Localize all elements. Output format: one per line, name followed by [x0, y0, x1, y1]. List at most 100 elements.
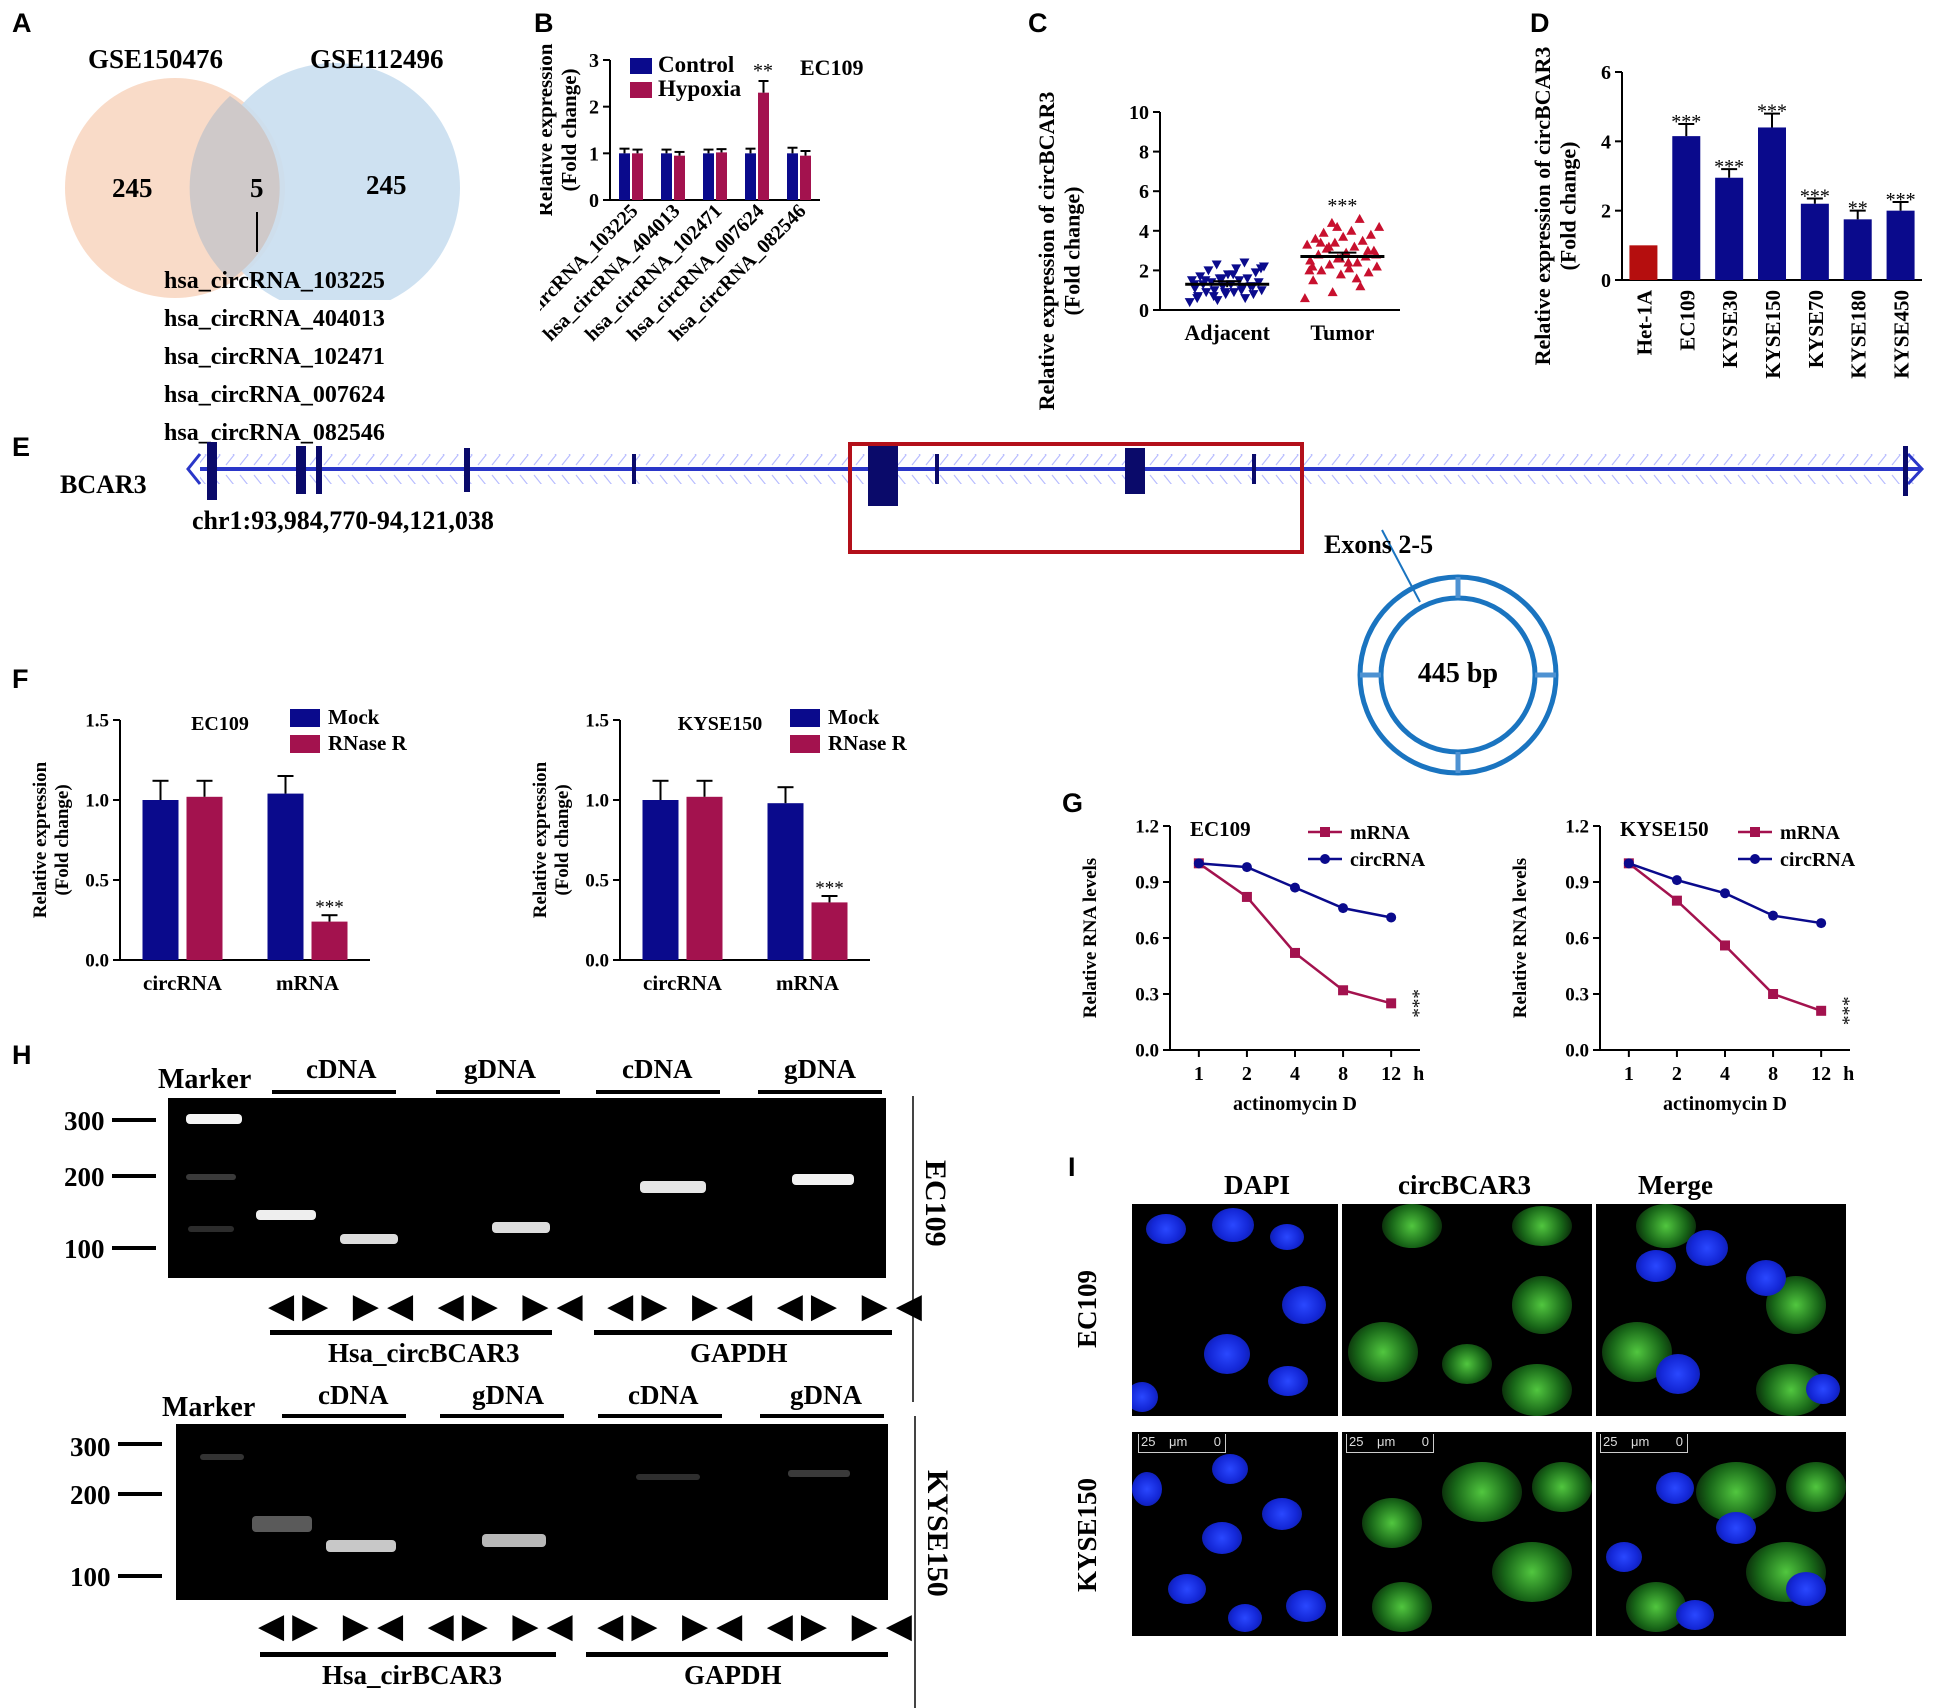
legend-label: RNase R [828, 731, 908, 755]
y-tick-label: 0.3 [1135, 985, 1159, 1006]
x-tick-label: 8 [1338, 1063, 1348, 1085]
series-line [1628, 862, 1822, 1012]
chart-title: EC109 [800, 55, 864, 80]
y-tick-label: 6 [1139, 181, 1149, 203]
data-point [1335, 269, 1346, 279]
chart-title: KYSE150 [1620, 817, 1709, 841]
chart-panel-d: Relative expression of circBCAR3(Fold ch… [1530, 47, 1922, 379]
scale-unit: μm [1169, 1434, 1188, 1449]
legend-marker [1750, 854, 1760, 864]
y-tick-label: 0.0 [1565, 1041, 1589, 1062]
data-point [1302, 239, 1313, 249]
ladder-label: 300 [70, 1432, 111, 1462]
legend-swatch [790, 709, 820, 727]
data-point [1290, 882, 1300, 893]
bar [267, 793, 304, 960]
significance-marker: *** [315, 897, 344, 918]
data-point [1346, 225, 1357, 235]
bar [661, 153, 672, 200]
data-point [1768, 910, 1779, 921]
data-point [1239, 258, 1250, 268]
significance-marker: *** [1714, 156, 1744, 178]
data-point [1371, 261, 1382, 271]
x-tick-label: mRNA [776, 971, 840, 995]
legend-swatch [290, 735, 320, 753]
x-tick-label: KYSE30 [1718, 290, 1742, 368]
scale-label: 0 [1421, 1434, 1429, 1449]
data-point [1228, 270, 1239, 280]
significance-marker: *** [1671, 111, 1701, 133]
x-tick-label: KYSE450 [1890, 290, 1914, 379]
bar [1886, 210, 1915, 280]
bar [619, 153, 630, 200]
y-tick-label: 2 [589, 97, 599, 119]
data-point [1768, 989, 1779, 999]
image-merge-ec109 [1596, 1204, 1846, 1416]
panel-label-h: H [12, 1040, 32, 1070]
circrna-item: hsa_circRNA_103225 [164, 268, 385, 294]
data-point [1343, 257, 1354, 267]
legend-label: RNase R [328, 731, 408, 755]
panel-label-i: I [1068, 1152, 1076, 1182]
panel-label-a: A [12, 8, 32, 38]
ladder-label: 100 [70, 1562, 111, 1592]
circrna-item: hsa_circRNA_082546 [164, 420, 385, 446]
data-point [1338, 985, 1349, 996]
scale-unit: μm [1377, 1434, 1396, 1449]
data-point [1365, 229, 1376, 239]
row-label: EC109 [1072, 1270, 1102, 1349]
x-tick-label: Tumor [1310, 320, 1374, 345]
bar [787, 153, 798, 200]
group-label: gDNA [790, 1380, 862, 1410]
bar [703, 153, 714, 200]
data-point [1192, 294, 1203, 304]
chart-panel-c: Relative expression of circBCAR3(Fold ch… [1034, 92, 1400, 410]
data-point [1231, 264, 1242, 274]
data-point [1816, 918, 1827, 929]
target-label: Hsa_cirBCAR3 [322, 1660, 502, 1690]
data-point [1240, 294, 1251, 304]
marker-label-top: Marker [158, 1064, 252, 1095]
data-point [1184, 298, 1195, 308]
bar [1715, 177, 1744, 280]
data-point [1323, 241, 1334, 251]
x-axis-label: actinomycin D [1663, 1093, 1787, 1115]
significance-marker: *** [1886, 189, 1916, 211]
legend-label: Hypoxia [658, 76, 742, 101]
x-tick-label: mRNA [276, 971, 340, 995]
x-tick-label: Adjacent [1184, 320, 1270, 345]
data-point [1324, 259, 1335, 269]
legend-swatch [290, 709, 320, 727]
scale-unit: μm [1631, 1434, 1650, 1449]
circrna-item: hsa_circRNA_007624 [164, 382, 385, 408]
ladder-label: 300 [64, 1106, 105, 1136]
data-point [1327, 287, 1338, 297]
group-label: cDNA [306, 1054, 377, 1084]
data-point [1623, 858, 1634, 869]
y-tick-label: 0.5 [85, 871, 109, 892]
data-point [1209, 286, 1220, 296]
column-label: circBCAR3 [1398, 1170, 1531, 1200]
chart-title: EC109 [1190, 817, 1251, 841]
y-tick-label: 1.0 [85, 791, 109, 812]
data-point [1200, 276, 1211, 286]
y-tick-label: 0.5 [585, 871, 609, 892]
y-tick-label: 1.5 [585, 711, 609, 732]
panel-label-c: C [1028, 8, 1048, 38]
y-tick-label: 1.5 [85, 711, 109, 732]
scale-label: 25 [1603, 1434, 1618, 1449]
target-label: Hsa_circBCAR3 [328, 1338, 520, 1368]
significance-marker: *** [1757, 101, 1787, 123]
x-tick-label: KYSE150 [1761, 290, 1785, 379]
circrna-circle [1357, 574, 1559, 776]
data-point [1354, 213, 1365, 223]
bar [1800, 203, 1829, 280]
data-point [1290, 947, 1300, 958]
y-axis-label: Relative expression(Fold change) [540, 43, 581, 216]
legend-swatch [630, 82, 652, 98]
y-tick-label: 2 [1139, 260, 1149, 282]
significance-marker: ** [753, 60, 773, 82]
data-point [1256, 286, 1267, 296]
y-tick-label: 0.6 [1565, 929, 1589, 950]
